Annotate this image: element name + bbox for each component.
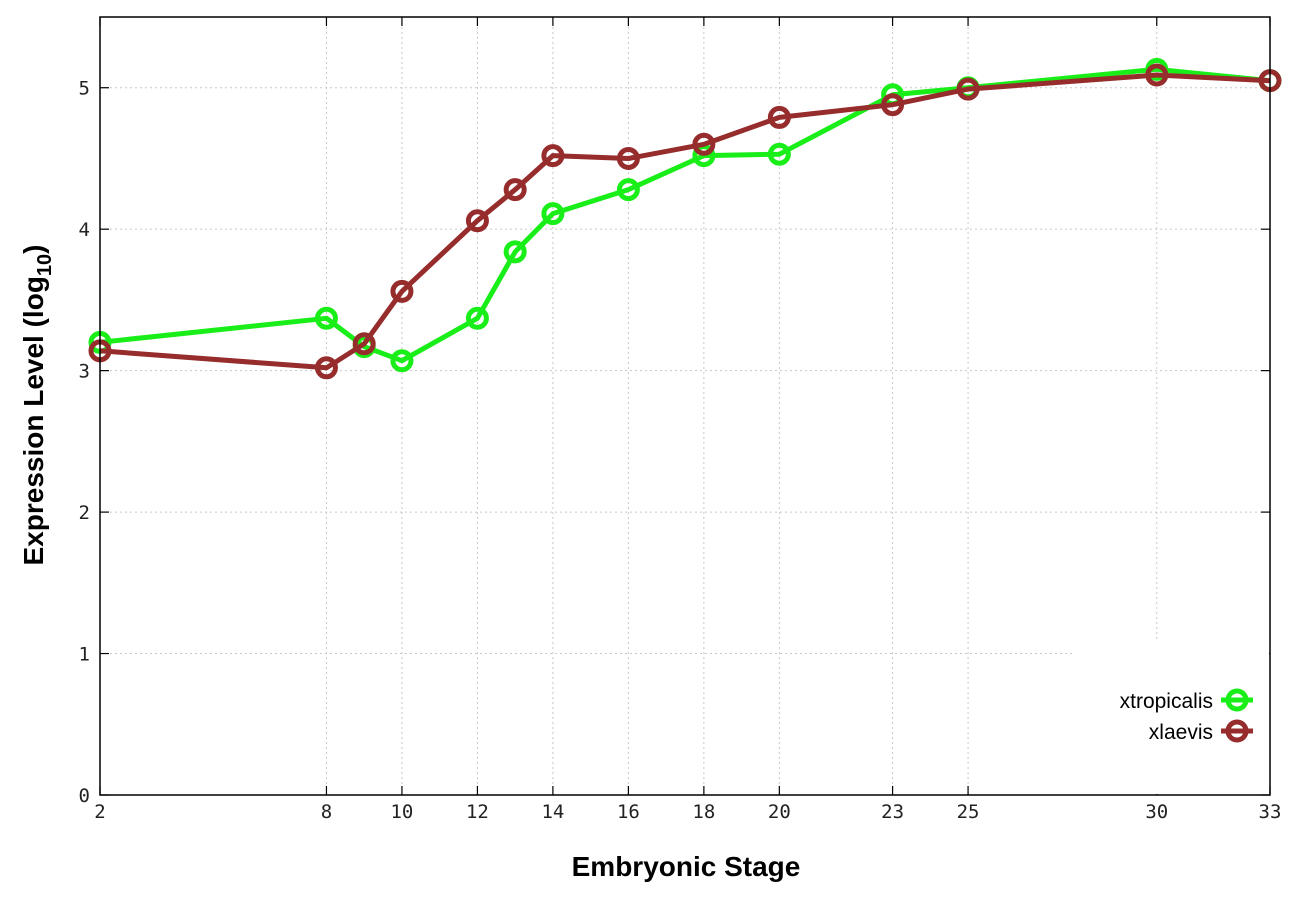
y-tick-label: 1 [79,644,90,666]
x-tick-label: 10 [390,801,413,823]
series-xlaevis [88,63,1282,380]
x-tick-label: 2 [94,801,105,823]
x-tick-label: 30 [1145,801,1168,823]
x-axis-title: Embryonic Stage [572,851,801,882]
data-point-xlaevis [314,356,338,380]
legend-label: xtropicalis [1120,690,1213,713]
data-point-xtropicalis [314,306,338,330]
data-point-xtropicalis [541,202,565,226]
y-axis-title-subscript: 10 [34,254,56,276]
x-tick-label: 16 [617,801,640,823]
data-point-xlaevis [465,209,489,233]
y-tick-label: 3 [79,361,90,383]
series-xtropicalis [88,57,1282,373]
y-axis-title-close: ) [18,245,49,254]
plot-frame [99,16,1271,796]
legend-marker [1225,719,1249,743]
y-axis-title: Expression Level (log10) [18,245,56,566]
legend: xtropicalis xlaevis [1120,688,1253,744]
data-point-xlaevis [956,77,980,101]
data-point-xtropicalis [390,349,414,373]
x-tick-label: 8 [321,801,332,823]
y-tick-label: 5 [79,78,90,100]
data-point-xlaevis [881,93,905,117]
legend-background [1072,642,1269,794]
data-point-xlaevis [1145,63,1169,87]
x-tick-label: 18 [692,801,715,823]
x-tick-label: 25 [957,801,980,823]
data-point-xlaevis [503,178,527,202]
data-point-xtropicalis [465,306,489,330]
legend-label: xlaevis [1149,721,1213,744]
legend-marker [1225,688,1249,712]
series [88,57,1282,380]
x-tick-label: 14 [541,801,564,823]
y-tick-label: 0 [79,785,90,807]
data-point-xtropicalis [616,178,640,202]
x-axis-ticks: 2 8 10 12 14 16 18 20 23 25 30 33 [94,17,1281,823]
data-point-xtropicalis [767,142,791,166]
data-point-xlaevis [767,105,791,129]
data-point-xtropicalis [503,240,527,264]
data-point-xlaevis [352,332,376,356]
y-axis-title-main: Expression Level (log [18,276,49,565]
x-tick-label: 33 [1259,801,1282,823]
x-tick-label: 20 [768,801,791,823]
x-tick-label: 12 [466,801,489,823]
y-tick-label: 4 [79,219,90,241]
data-point-xlaevis [541,144,565,168]
data-point-xlaevis [616,146,640,170]
series-line-xtropicalis [99,66,1271,364]
data-point-xlaevis [692,132,716,156]
x-tick-label: 23 [881,801,904,823]
y-tick-label: 2 [79,502,90,524]
legend-item-xlaevis: xlaevis [1149,719,1253,744]
legend-item-xtropicalis: xtropicalis [1120,688,1253,713]
data-point-xlaevis [390,279,414,303]
